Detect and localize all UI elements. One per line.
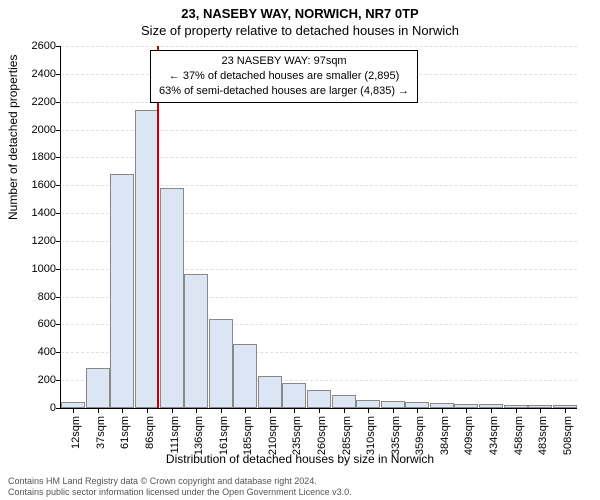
- histogram-bar: [258, 376, 282, 408]
- xtick-mark: [368, 408, 369, 413]
- xtick-label: 310sqm: [365, 416, 377, 456]
- histogram-bar: [135, 110, 159, 408]
- ytick-label: 2600: [6, 40, 56, 52]
- ytick-mark: [56, 380, 61, 381]
- xtick-mark: [122, 408, 123, 413]
- ytick-label: 2000: [6, 124, 56, 136]
- ytick-mark: [56, 408, 61, 409]
- xtick-label: 458sqm: [513, 416, 525, 456]
- xtick-label: 335sqm: [390, 416, 402, 456]
- footer-line2: Contains public sector information licen…: [8, 487, 592, 498]
- histogram-bar: [110, 174, 134, 408]
- ytick-label: 2400: [6, 68, 56, 80]
- xtick-mark: [245, 408, 246, 413]
- ytick-mark: [56, 269, 61, 270]
- ytick-mark: [56, 352, 61, 353]
- ytick-mark: [56, 46, 61, 47]
- xtick-mark: [565, 408, 566, 413]
- ytick-label: 200: [6, 374, 56, 386]
- footer-attribution: Contains HM Land Registry data © Crown c…: [8, 476, 592, 498]
- xtick-mark: [442, 408, 443, 413]
- ytick-label: 400: [6, 346, 56, 358]
- xtick-label: 434sqm: [488, 416, 500, 456]
- xtick-label: 285sqm: [341, 416, 353, 456]
- annotation-box: 23 NASEBY WAY: 97sqm ← 37% of detached h…: [150, 50, 418, 103]
- xtick-mark: [516, 408, 517, 413]
- grid-line: [61, 46, 577, 47]
- xtick-label: 136sqm: [193, 416, 205, 456]
- histogram-bar: [332, 395, 356, 408]
- xtick-label: 409sqm: [463, 416, 475, 456]
- ytick-mark: [56, 74, 61, 75]
- ytick-mark: [56, 324, 61, 325]
- ytick-label: 600: [6, 318, 56, 330]
- xtick-mark: [73, 408, 74, 413]
- xtick-mark: [466, 408, 467, 413]
- ytick-label: 1600: [6, 179, 56, 191]
- histogram-bar: [233, 344, 257, 408]
- ytick-label: 1400: [6, 207, 56, 219]
- ytick-label: 800: [6, 291, 56, 303]
- xtick-mark: [172, 408, 173, 413]
- histogram-bar: [381, 401, 405, 408]
- histogram-bar: [282, 383, 306, 408]
- xtick-label: 210sqm: [267, 416, 279, 456]
- xtick-mark: [319, 408, 320, 413]
- xtick-label: 260sqm: [316, 416, 328, 456]
- annotation-line3: 63% of semi-detached houses are larger (…: [159, 84, 409, 99]
- xtick-mark: [344, 408, 345, 413]
- histogram-bar: [184, 274, 208, 408]
- xtick-label: 37sqm: [95, 416, 107, 456]
- xtick-label: 235sqm: [291, 416, 303, 456]
- ytick-label: 0: [6, 402, 56, 414]
- xtick-label: 384sqm: [439, 416, 451, 456]
- histogram-bar: [307, 390, 331, 408]
- ytick-mark: [56, 185, 61, 186]
- histogram-bar: [160, 188, 184, 408]
- xtick-mark: [147, 408, 148, 413]
- chart-container: 23, NASEBY WAY, NORWICH, NR7 0TP Size of…: [0, 0, 600, 500]
- xtick-mark: [294, 408, 295, 413]
- ytick-mark: [56, 213, 61, 214]
- xtick-label: 86sqm: [144, 416, 156, 456]
- title-address: 23, NASEBY WAY, NORWICH, NR7 0TP: [0, 0, 600, 21]
- xtick-label: 161sqm: [218, 416, 230, 456]
- annotation-line2: ← 37% of detached houses are smaller (2,…: [159, 69, 409, 84]
- footer-line1: Contains HM Land Registry data © Crown c…: [8, 476, 592, 487]
- xtick-mark: [196, 408, 197, 413]
- ytick-mark: [56, 130, 61, 131]
- ytick-label: 2200: [6, 96, 56, 108]
- title-subtitle: Size of property relative to detached ho…: [0, 21, 600, 38]
- histogram-bar: [356, 400, 380, 408]
- xtick-label: 111sqm: [169, 416, 181, 456]
- ytick-mark: [56, 241, 61, 242]
- xtick-mark: [491, 408, 492, 413]
- xtick-label: 508sqm: [562, 416, 574, 456]
- ytick-label: 1000: [6, 263, 56, 275]
- ytick-label: 1200: [6, 235, 56, 247]
- xtick-mark: [417, 408, 418, 413]
- ytick-mark: [56, 297, 61, 298]
- xtick-mark: [540, 408, 541, 413]
- xtick-label: 185sqm: [242, 416, 254, 456]
- histogram-bar: [209, 319, 233, 408]
- ytick-mark: [56, 157, 61, 158]
- xtick-mark: [98, 408, 99, 413]
- xtick-label: 12sqm: [70, 416, 82, 456]
- histogram-bar: [86, 368, 110, 408]
- annotation-line1: 23 NASEBY WAY: 97sqm: [159, 54, 409, 69]
- xtick-mark: [221, 408, 222, 413]
- ytick-mark: [56, 102, 61, 103]
- xtick-label: 61sqm: [119, 416, 131, 456]
- ytick-label: 1800: [6, 151, 56, 163]
- xtick-mark: [393, 408, 394, 413]
- xtick-label: 359sqm: [414, 416, 426, 456]
- xtick-label: 483sqm: [537, 416, 549, 456]
- xtick-mark: [270, 408, 271, 413]
